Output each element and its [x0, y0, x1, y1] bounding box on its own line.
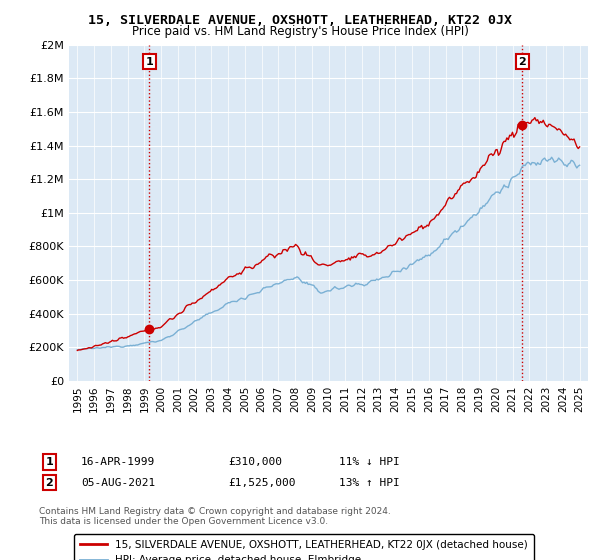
- Text: 1: 1: [46, 457, 53, 467]
- Text: 2: 2: [518, 57, 526, 67]
- Text: 13% ↑ HPI: 13% ↑ HPI: [339, 478, 400, 488]
- Text: 16-APR-1999: 16-APR-1999: [81, 457, 155, 467]
- Text: £1,525,000: £1,525,000: [228, 478, 296, 488]
- Text: Price paid vs. HM Land Registry's House Price Index (HPI): Price paid vs. HM Land Registry's House …: [131, 25, 469, 38]
- Text: 2: 2: [46, 478, 53, 488]
- Text: 11% ↓ HPI: 11% ↓ HPI: [339, 457, 400, 467]
- Legend: 15, SILVERDALE AVENUE, OXSHOTT, LEATHERHEAD, KT22 0JX (detached house), HPI: Ave: 15, SILVERDALE AVENUE, OXSHOTT, LEATHERH…: [74, 534, 534, 560]
- Text: 1: 1: [145, 57, 153, 67]
- Text: Contains HM Land Registry data © Crown copyright and database right 2024.
This d: Contains HM Land Registry data © Crown c…: [39, 507, 391, 526]
- Text: 15, SILVERDALE AVENUE, OXSHOTT, LEATHERHEAD, KT22 0JX: 15, SILVERDALE AVENUE, OXSHOTT, LEATHERH…: [88, 14, 512, 27]
- Text: 05-AUG-2021: 05-AUG-2021: [81, 478, 155, 488]
- Text: £310,000: £310,000: [228, 457, 282, 467]
